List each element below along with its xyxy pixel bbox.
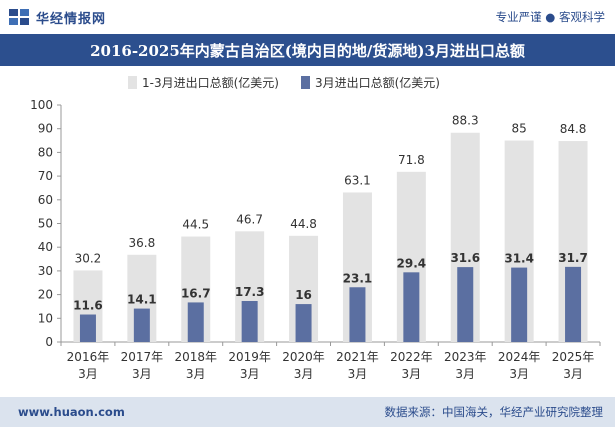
data-label-march: 17.3 [235,285,265,299]
data-label-march: 31.7 [558,251,588,265]
data-label-total: 30.2 [75,251,102,265]
x-tick-label: 3月 [294,367,314,381]
x-tick-label: 3月 [509,367,529,381]
chart-title: 2016-2025年内蒙古自治区(境内目的地/货源地)3月进出口总额 [90,41,525,60]
x-tick-label: 3月 [132,367,152,381]
data-label-total: 85 [512,122,527,136]
data-label-march: 16 [295,288,312,302]
x-tick-label: 2017年 [121,350,164,364]
x-tick-label: 3月 [348,367,368,381]
x-tick-label: 2024年 [498,350,541,364]
bar-march [511,267,528,342]
bar-march [187,302,204,342]
data-label-march: 23.1 [343,271,373,285]
data-label-march: 16.7 [181,286,211,300]
brand-name: 华经情报网 [36,11,107,27]
legend-label-march: 3月进出口总额(亿美元) [314,76,440,90]
data-label-march: 14.1 [127,293,157,307]
x-tick-label: 2022年 [390,350,433,364]
x-tick-label: 3月 [240,367,260,381]
y-tick-label: 80 [38,145,53,159]
bar-march [349,287,366,342]
x-tick-label: 3月 [455,367,475,381]
y-tick-label: 20 [38,288,53,302]
data-label-total: 88.3 [452,114,479,128]
data-label-march: 31.4 [504,252,534,266]
bar-march [457,267,474,342]
bar-chart: 0 10 20 30 40 50 60 70 80 90 100 30.2 11.6 2016年 3月 36.… [30,98,601,381]
bar-march [79,314,96,342]
y-tick-label: 90 [38,122,53,136]
data-label-total: 84.8 [560,122,587,136]
x-tick-label: 2023年 [444,350,487,364]
x-tick-label: 3月 [402,367,422,381]
x-tick-label: 2020年 [282,350,325,364]
footer-source: 数据来源：中国海关，华经产业研究院整理 [384,405,604,419]
data-label-total: 44.5 [182,218,209,232]
data-label-march: 31.6 [450,251,480,265]
x-tick-label: 2025年 [552,350,595,364]
legend-item-march: 3月进出口总额(亿美元) [300,74,440,91]
footer: www.huaon.com 数据来源：中国海关，华经产业研究院整理 [0,397,615,427]
legend-label-total: 1-3月进出口总额(亿美元) [142,76,279,90]
data-label-march: 11.6 [73,299,103,313]
footer-url: www.huaon.com [18,405,125,419]
data-label-total: 63.1 [344,173,371,187]
y-tick-label: 60 [38,193,53,207]
x-tick-label: 3月 [563,367,583,381]
y-tick-label: 0 [45,335,53,349]
data-label-total: 46.7 [236,212,263,226]
legend-swatch-march [300,76,310,89]
legend-swatch-total [128,76,137,89]
x-tick-label: 2018年 [174,350,217,364]
y-tick-label: 50 [38,217,53,231]
x-tick-label: 3月 [186,367,206,381]
legend-item-total: 1-3月进出口总额(亿美元) [128,74,279,91]
bar-march [241,300,258,342]
bar-march [565,266,582,342]
y-tick-label: 70 [38,169,53,183]
brand-logo-icon [9,9,29,25]
title-bar: 2016-2025年内蒙古自治区(境内目的地/货源地)3月进出口总额 [0,34,615,66]
y-tick-label: 10 [38,311,53,325]
bar-march [403,272,420,342]
x-tick-label: 2019年 [228,350,271,364]
tagline: 专业严谨 ● 客观科学 [495,10,605,24]
data-label-total: 44.8 [290,217,317,231]
y-tick-label: 100 [30,98,53,112]
header: 华经情报网 专业严谨 ● 客观科学 [0,0,615,34]
bar-march [295,304,312,342]
y-tick-label: 30 [38,264,53,278]
x-tick-label: 3月 [78,367,98,381]
data-label-total: 71.8 [398,153,425,167]
data-label-march: 29.4 [397,256,427,270]
x-tick-label: 2021年 [336,350,379,364]
bar-march [133,308,150,342]
data-label-total: 36.8 [128,236,155,250]
brand: 华经情报网 [8,7,106,27]
x-tick-label: 2016年 [67,350,110,364]
legend: 1-3月进出口总额(亿美元) 3月进出口总额(亿美元) [128,74,462,91]
y-tick-label: 40 [38,240,53,254]
